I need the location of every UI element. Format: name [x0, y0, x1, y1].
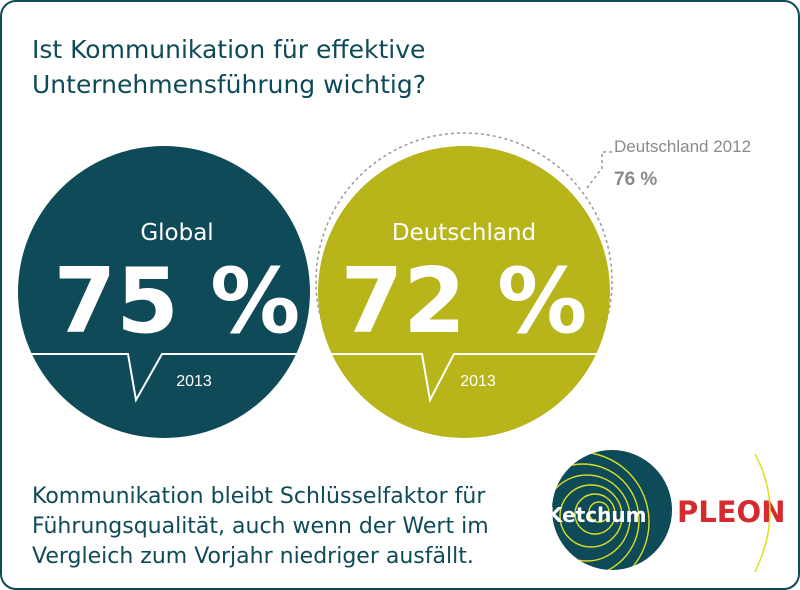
summary-line-3: Vergleich zum Vorjahr niedriger ausfällt… [32, 544, 474, 569]
comparison-connector [586, 151, 614, 189]
deutschland-circle [318, 146, 610, 438]
deutschland-callout-line [318, 353, 609, 404]
chart: Global 75 % 2013 Deutschland 72 % 2013 D… [18, 132, 751, 438]
summary-line-2: Führungsqualität, auch wenn der Wert im [32, 514, 489, 539]
comparison-label: Deutschland 2012 [614, 137, 751, 156]
deutschland-value: 72 % [341, 249, 588, 354]
logo-arc [754, 453, 771, 573]
comparison-circle [315, 132, 613, 430]
ketchum-pleon-logo: Ketchum PLEON [547, 450, 785, 573]
title-line-1: Ist Kommunikation für effektive [32, 35, 426, 64]
global-circle [18, 146, 310, 438]
global-value: 75 % [54, 249, 301, 354]
page-title: Ist Kommunikation für effektive Unterneh… [32, 32, 552, 102]
logo-ketchum-text: Ketchum [547, 503, 646, 527]
logo-pleon-text: PLEON [677, 495, 785, 529]
global-callout-line [18, 353, 308, 403]
comparison-value: 76 % [614, 169, 657, 190]
deutschland-year: 2013 [460, 373, 496, 390]
summary-line-1: Kommunikation bleibt Schlüsselfaktor für [32, 484, 486, 509]
logo-disc [552, 450, 672, 570]
summary-text: Kommunikation bleibt Schlüsselfaktor für… [32, 482, 552, 572]
global-year: 2013 [176, 373, 212, 390]
title-line-2: Unternehmensführung wichtig? [32, 70, 426, 99]
deutschland-label: Deutschland [392, 220, 536, 246]
global-label: Global [140, 220, 213, 246]
